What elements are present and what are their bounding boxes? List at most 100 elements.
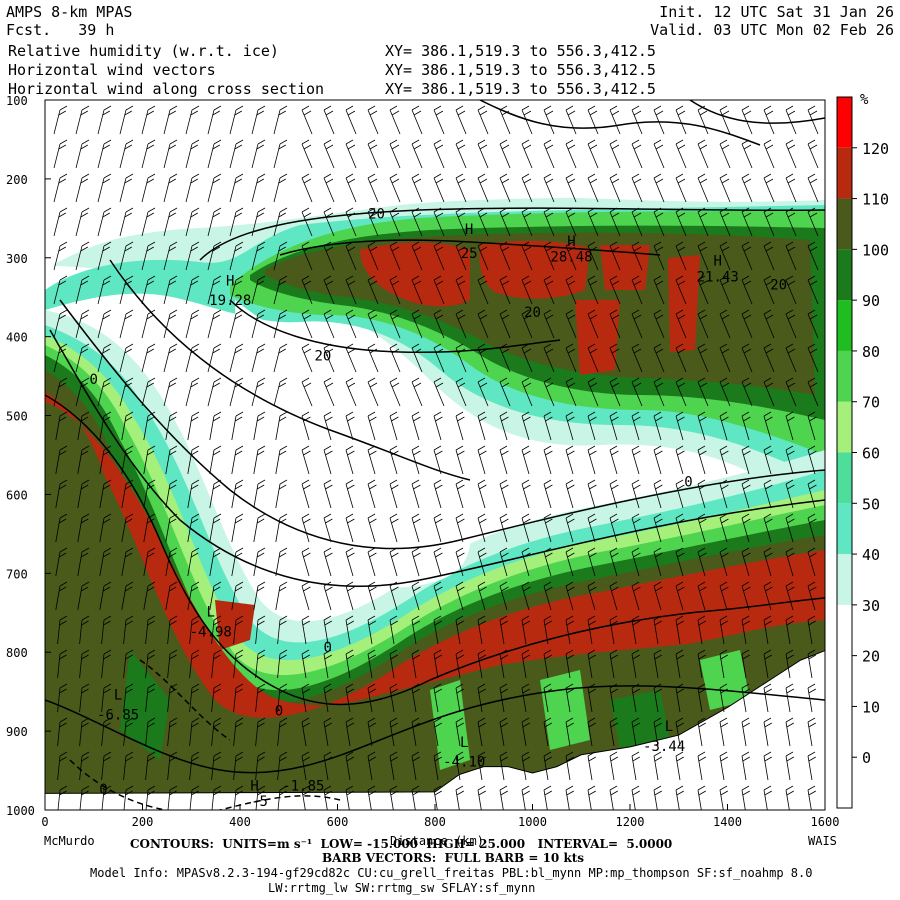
barb-shaft	[675, 211, 687, 237]
barb-shaft	[455, 653, 461, 679]
barb-flag	[501, 382, 510, 388]
barb-flag	[369, 348, 378, 354]
barb-flag	[323, 275, 332, 281]
barb-shaft	[209, 415, 215, 441]
barb-flag	[213, 139, 222, 145]
barb-flag	[58, 212, 66, 218]
barb-shaft	[255, 721, 259, 747]
barb-flag	[543, 377, 552, 383]
barb-shaft	[165, 415, 171, 441]
barb-flag	[411, 547, 420, 553]
contour-label: 0	[99, 782, 107, 798]
barb-flag	[522, 688, 530, 694]
barb-flag	[103, 377, 112, 383]
barb-flag	[257, 513, 266, 519]
barb-shaft	[57, 653, 61, 679]
barb-shaft	[119, 313, 127, 339]
barb-shaft	[165, 449, 171, 475]
y-tick-label: 100	[6, 94, 28, 108]
forecast-hour: Fcst. 39 h	[6, 21, 115, 39]
barb-flag	[655, 450, 663, 456]
barb-flag	[369, 212, 378, 218]
barb-shaft	[763, 755, 769, 781]
barb-shaft	[187, 551, 193, 577]
barb-shaft	[345, 313, 357, 339]
barb-shaft	[477, 177, 489, 203]
barb-shaft	[75, 211, 83, 237]
barb-shaft	[675, 687, 681, 713]
barb-shaft	[253, 585, 259, 611]
barb-shaft	[565, 313, 577, 339]
barb-shaft	[653, 449, 662, 475]
barb-flag	[434, 620, 442, 626]
barb-flag	[743, 450, 751, 456]
barb-flag	[213, 581, 222, 587]
barb-flag	[609, 139, 618, 145]
barb-shaft	[301, 755, 307, 781]
rh-lower-mix-3	[540, 670, 590, 750]
barb-flag	[787, 348, 796, 354]
barb-flag	[587, 241, 596, 247]
barb-shaft	[433, 449, 442, 475]
barb-flag	[303, 212, 312, 218]
barb-flag	[102, 314, 110, 320]
barb-flag	[698, 756, 706, 762]
barb-flag	[455, 547, 464, 553]
barb-flag	[764, 756, 772, 762]
barb-shaft	[521, 347, 533, 373]
barb-shaft	[587, 687, 593, 713]
barb-flag	[543, 139, 552, 145]
barb-shaft	[807, 109, 819, 135]
barb-flag	[234, 348, 242, 354]
barb-flag	[345, 649, 354, 655]
barb-flag	[719, 649, 728, 655]
barb-shaft	[187, 517, 193, 543]
barb-shaft	[631, 653, 637, 679]
barb-shaft	[675, 483, 684, 509]
barb-flag	[125, 173, 134, 179]
barb-flag	[653, 683, 662, 689]
barb-flag	[301, 241, 310, 247]
barb-flag	[257, 275, 266, 281]
barb-shaft	[229, 143, 237, 169]
barb-flag	[456, 620, 464, 626]
barb-flag	[369, 518, 377, 524]
barb-shaft	[231, 517, 237, 543]
barb-flag	[169, 105, 178, 111]
barb-flag	[523, 144, 532, 150]
barb-flag	[212, 280, 220, 286]
barb-flag	[302, 654, 310, 660]
barb-shaft	[763, 415, 772, 441]
barb-shaft	[741, 177, 753, 203]
barb-flag	[302, 688, 310, 694]
barb-flag	[147, 620, 155, 626]
barb-flag	[567, 586, 575, 592]
barb-shaft	[367, 789, 372, 810]
barb-flag	[103, 275, 112, 281]
barb-flag	[565, 445, 574, 451]
barb-shaft	[231, 449, 237, 475]
barb-flag	[303, 348, 312, 354]
barb-flag	[742, 790, 750, 796]
barb-flag	[807, 377, 816, 383]
barb-shaft	[785, 177, 797, 203]
barb-shaft	[587, 245, 599, 271]
barb-flag	[390, 722, 398, 728]
barb-shaft	[719, 483, 728, 509]
barb-flag	[763, 207, 772, 213]
barb-flag	[146, 484, 155, 490]
barb-flag	[697, 581, 706, 587]
barb-shaft	[163, 313, 171, 339]
barb-flag	[257, 377, 266, 383]
barb-shaft	[587, 585, 596, 611]
barb-shaft	[77, 483, 83, 509]
barb-flag	[809, 586, 817, 592]
contour-labels: 202520202000000-5-4.98-6.85-4.10-1.85-3.…	[90, 206, 788, 810]
barb-flag	[632, 620, 640, 626]
barb-shaft	[389, 755, 395, 781]
barb-flag	[631, 751, 640, 757]
barb-flag	[631, 615, 640, 621]
barb-flag	[610, 722, 618, 728]
barb-flag	[303, 246, 312, 252]
barb-flag	[697, 445, 706, 451]
